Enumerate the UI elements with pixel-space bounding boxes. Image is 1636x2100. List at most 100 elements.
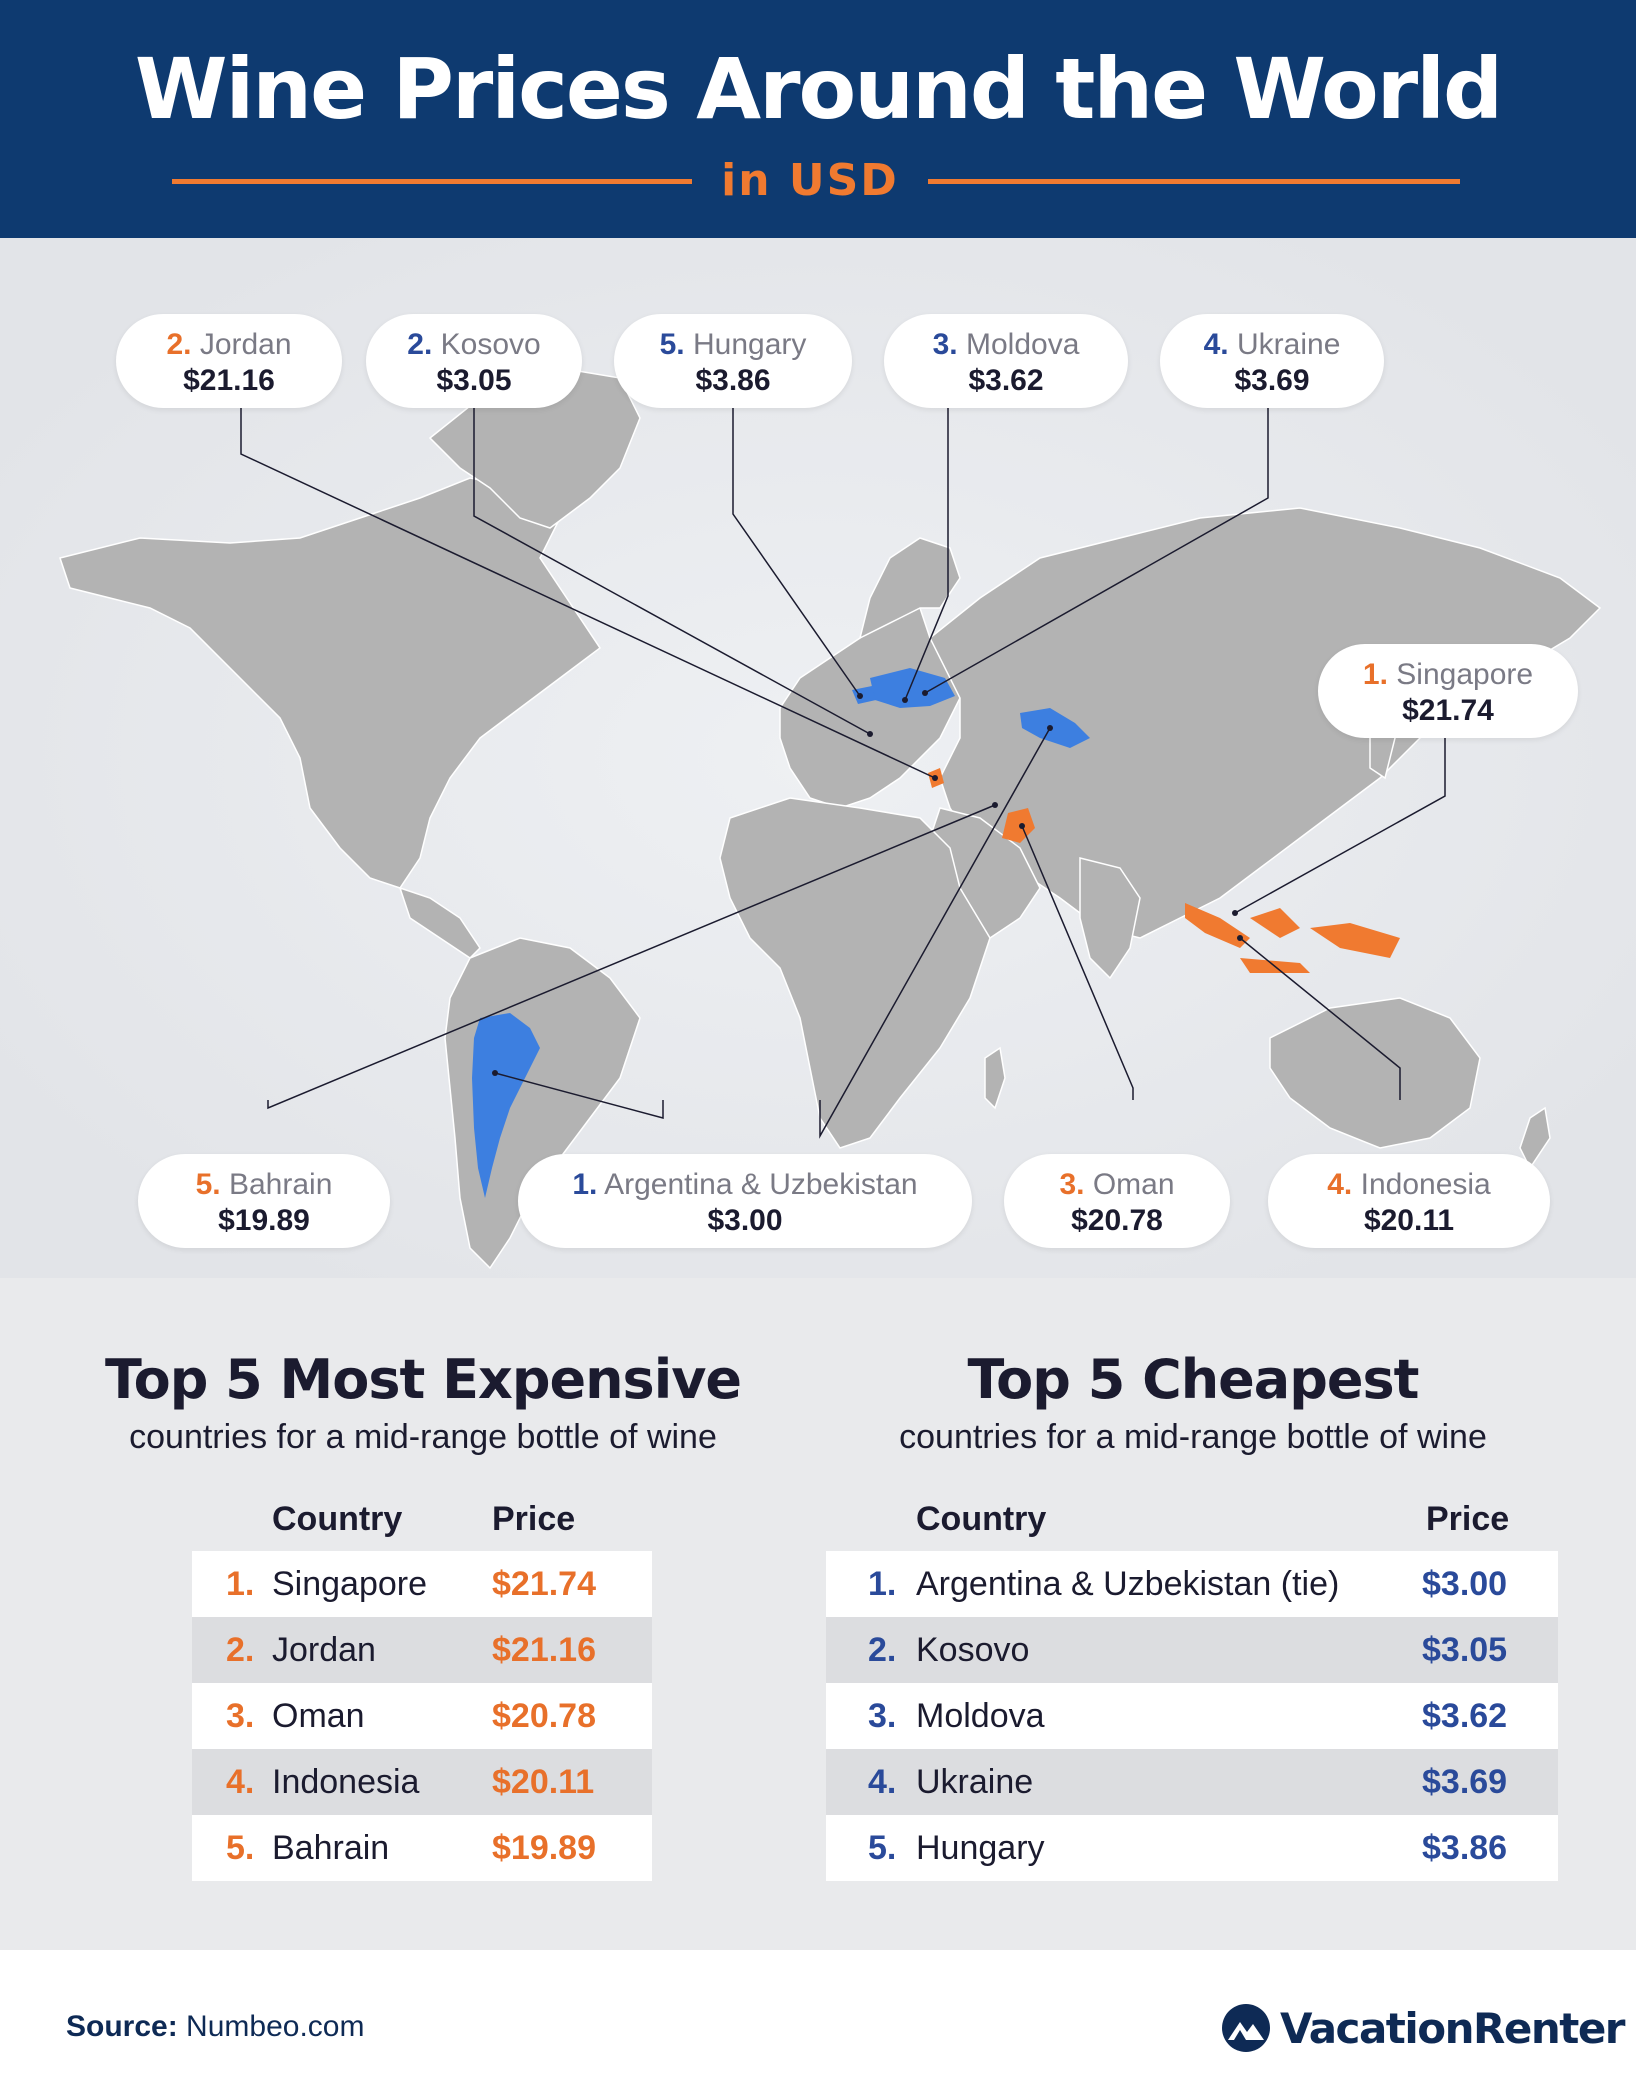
source-label: Source: (66, 2010, 178, 2043)
oman-leader-line (1021, 825, 1134, 1100)
callout-kosovo: 2. Kosovo $3.05 (366, 314, 582, 408)
row-price: $21.16 (492, 1631, 596, 1669)
expensive-col-price: Price (492, 1500, 576, 1538)
bahrain-leader-line (267, 804, 996, 1110)
callout-moldova: 3. Moldova $3.62 (884, 314, 1128, 408)
row-country: Hungary (916, 1829, 1045, 1867)
footer: Source: Numbeo.com VacationRenter (0, 1950, 1636, 2100)
table-row: 4. Indonesia $20.11 (192, 1749, 652, 1815)
table-row: 5. Hungary $3.86 (826, 1815, 1558, 1881)
highlighted-countries (472, 668, 1400, 1198)
mountain-logo-icon (1222, 2004, 1270, 2052)
expensive-col-country: Country (272, 1500, 403, 1538)
row-price: $3.62 (1422, 1697, 1508, 1735)
callout-price: $3.05 (436, 364, 512, 397)
cheapest-col-price: Price (1426, 1500, 1510, 1538)
callout-country: Singapore (1396, 658, 1534, 691)
new-zealand-landmass (1519, 1106, 1551, 1170)
callout-price: $3.00 (707, 1204, 783, 1237)
uzbekistan-leader-line (819, 727, 1051, 1139)
table-row: 3. Moldova $3.62 (826, 1683, 1558, 1749)
callout-price: $3.86 (695, 364, 771, 397)
argentina-highlight (472, 1013, 540, 1198)
expensive-section-subtitle: countries for a mid-range bottle of wine (129, 1418, 717, 1456)
table-row: 5. Bahrain $19.89 (192, 1815, 652, 1881)
row-country: Singapore (272, 1565, 428, 1603)
north-america-landmass (59, 477, 602, 889)
callout-country: Argentina & Uzbekistan (604, 1168, 918, 1201)
row-country: Argentina & Uzbekistan (tie) (916, 1565, 1340, 1603)
india-landmass (1079, 857, 1141, 980)
madagascar-landmass (984, 1046, 1006, 1110)
hungary-highlight (852, 686, 876, 704)
row-price: $3.00 (1422, 1565, 1508, 1603)
kosovo-leader-line (473, 408, 871, 735)
callout-hungary: 5. Hungary $3.86 (614, 314, 852, 408)
callout-country: Bahrain (228, 1168, 333, 1201)
row-price: $20.78 (492, 1697, 596, 1735)
callout-singapore: 1. Singapore $21.74 (1318, 644, 1578, 738)
callout-price: $19.89 (218, 1204, 310, 1237)
world-map-graphic (0, 238, 1636, 1278)
cheapest-col-country: Country (916, 1500, 1047, 1538)
row-price: $21.74 (492, 1565, 596, 1603)
callout-price: $21.74 (1402, 694, 1494, 727)
callout-country: Kosovo (440, 328, 541, 361)
row-price: $19.89 (492, 1829, 596, 1867)
hungary-leader-line (732, 408, 861, 697)
row-price: $20.11 (492, 1763, 595, 1801)
argentina-leader-line (494, 1072, 664, 1119)
row-country: Oman (272, 1697, 365, 1735)
brand-name: VacationRenter (1280, 2004, 1626, 2053)
subtitle-row: in USD (172, 155, 1460, 207)
indonesia-highlight (1185, 903, 1400, 973)
callout-oman: 3. Oman $20.78 (1004, 1154, 1230, 1248)
callout-price: $21.16 (183, 364, 275, 397)
callout-price: $20.11 (1363, 1204, 1455, 1237)
row-country: Moldova (916, 1697, 1045, 1735)
table-row: 3. Oman $20.78 (192, 1683, 652, 1749)
brand-logo[interactable]: VacationRenter (1220, 1998, 1626, 2058)
source-credit: Source: Numbeo.com (66, 2010, 364, 2044)
world-map: 2. Jordan $21.16 2. Kosovo $3.05 5. Hung… (0, 238, 1636, 1278)
cheapest-section-title: Top 5 Cheapest (967, 1348, 1420, 1411)
subtitle-divider-left (172, 179, 692, 184)
subtitle-divider-right (928, 179, 1460, 184)
indonesia-leader-line (1239, 937, 1401, 1100)
table-row: 1. Argentina & Uzbekistan (tie) $3.00 (826, 1551, 1558, 1617)
oman-highlight (1002, 808, 1035, 843)
row-country: Bahrain (272, 1829, 390, 1867)
callout-bahrain: 5. Bahrain $19.89 (138, 1154, 390, 1248)
page-title: Wine Prices Around the World (134, 40, 1503, 138)
row-country: Kosovo (916, 1631, 1030, 1669)
callout-jordan: 2. Jordan $21.16 (116, 314, 342, 408)
page-subtitle: in USD (721, 155, 899, 206)
jordan-leader-line (240, 408, 936, 779)
table-row: 1. Singapore $21.74 (192, 1551, 652, 1617)
callout-country: Moldova (965, 328, 1080, 361)
callout-argentina-uzbekistan: 1. Argentina & Uzbekistan $3.00 (518, 1154, 972, 1248)
ukraine-leader-line (924, 408, 1269, 694)
callout-indonesia: 4. Indonesia $20.11 (1268, 1154, 1550, 1248)
central-america-landmass (398, 886, 481, 959)
uzbekistan-highlight (1020, 708, 1090, 748)
row-country: Indonesia (272, 1763, 420, 1801)
table-row: 4. Ukraine $3.69 (826, 1749, 1558, 1815)
callout-country: Indonesia (1360, 1168, 1491, 1201)
row-price: $3.05 (1422, 1631, 1508, 1669)
singapore-leader-line (1234, 738, 1446, 914)
leader-dots (492, 690, 1243, 1076)
callout-price: $3.62 (968, 364, 1044, 397)
callout-price: $3.69 (1234, 364, 1310, 397)
header-banner: Wine Prices Around the World in USD (0, 0, 1636, 238)
callout-country: Oman (1092, 1168, 1175, 1201)
australia-landmass (1269, 997, 1481, 1149)
table-row: 2. Jordan $21.16 (192, 1617, 652, 1683)
callout-country: Jordan (199, 328, 292, 361)
callout-ukraine: 4. Ukraine $3.69 (1160, 314, 1384, 408)
scandinavia-landmass (858, 537, 961, 640)
moldova-leader-line (904, 408, 949, 701)
callout-country: Ukraine (1237, 328, 1341, 361)
table-row: 2. Kosovo $3.05 (826, 1617, 1558, 1683)
source-link[interactable]: Numbeo.com (186, 2010, 365, 2043)
